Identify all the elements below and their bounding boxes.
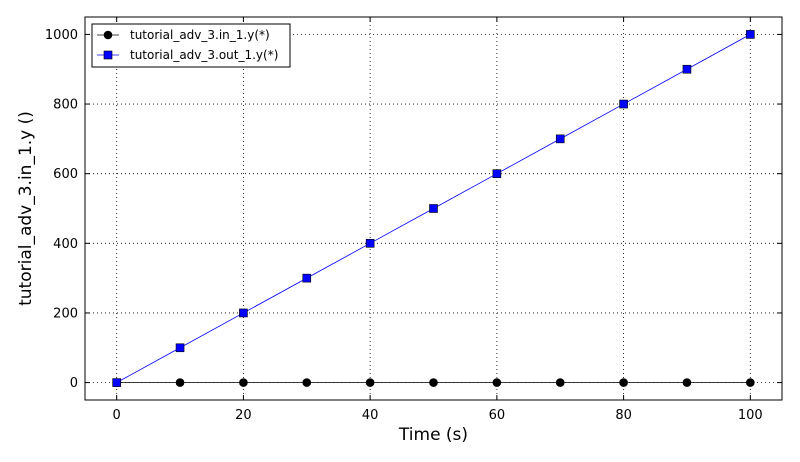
data-point: [555, 134, 565, 144]
data-point: [175, 343, 185, 353]
y-tick-label: 200: [53, 306, 78, 321]
y-tick-label: 0: [70, 376, 78, 391]
x-tick-label: 20: [235, 408, 252, 423]
y-axis-label: tutorial_adv_3.in_1.y (): [16, 111, 36, 306]
y-tick-label: 400: [53, 237, 78, 252]
data-point: [175, 378, 185, 387]
x-tick-label: 100: [738, 408, 763, 423]
data-point: [555, 378, 565, 387]
series-1: [112, 378, 755, 387]
data-point: [619, 99, 628, 109]
y-tick-label: 800: [53, 98, 78, 113]
series-layer: [112, 30, 755, 387]
y-tick-label: 600: [53, 167, 78, 182]
data-point: [429, 204, 438, 213]
x-axis-label: Time (s): [398, 425, 468, 445]
plot-frame: [84, 16, 783, 401]
data-point: [746, 30, 755, 39]
legend-marker: [103, 30, 113, 40]
data-point: [619, 378, 628, 387]
x-tick-label: 0: [113, 408, 121, 423]
x-tick-label: 80: [615, 408, 632, 423]
legend-item: tutorial_adv_3.out_1.y(*): [97, 48, 278, 62]
series-2: [112, 30, 755, 387]
data-point: [239, 308, 248, 318]
data-point: [429, 378, 438, 387]
legend-label: tutorial_adv_3.in_1.y(*): [130, 28, 270, 42]
data-point: [302, 378, 312, 387]
legend: tutorial_adv_3.in_1.y(*) tutorial_adv_3.o…: [91, 23, 291, 68]
data-point: [492, 169, 502, 178]
legend-box: [91, 23, 291, 68]
legend-label: tutorial_adv_3.out_1.y(*): [130, 48, 278, 62]
data-point: [302, 273, 312, 283]
data-point: [746, 378, 755, 387]
x-tick-label: 40: [362, 408, 379, 423]
x-tick-label: 60: [489, 408, 506, 423]
data-point: [365, 378, 375, 387]
data-point: [112, 378, 121, 387]
data-point: [239, 378, 248, 387]
data-point: [682, 64, 692, 74]
data-point: [365, 239, 375, 248]
legend-marker: [103, 50, 113, 60]
data-point: [492, 378, 502, 387]
data-point: [682, 378, 692, 387]
y-tick-label: 1000: [45, 28, 78, 43]
legend-item: tutorial_adv_3.in_1.y(*): [97, 28, 270, 42]
